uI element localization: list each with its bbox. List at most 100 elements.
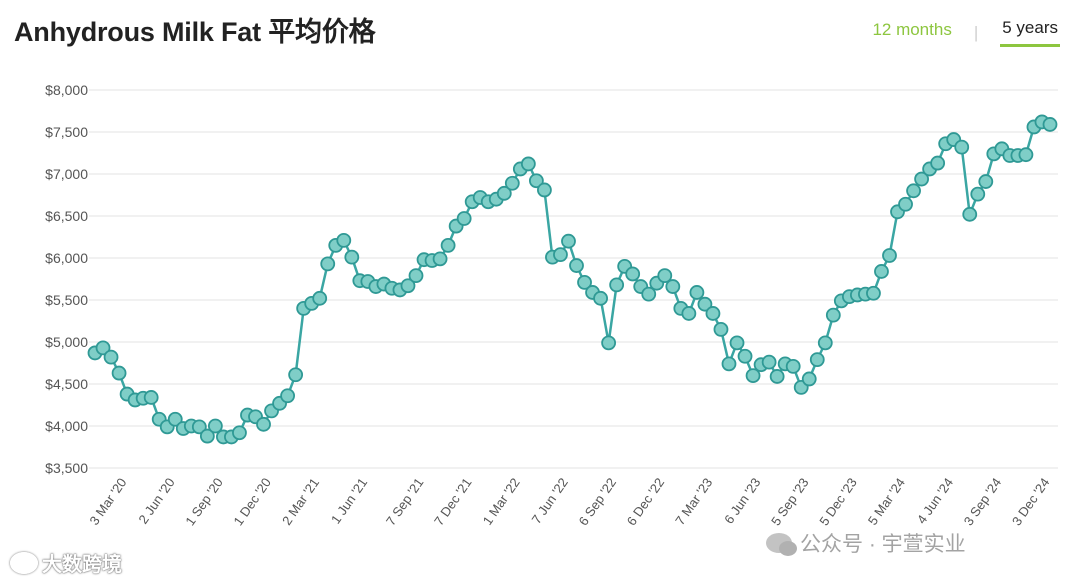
data-point	[1018, 147, 1034, 163]
x-tick-label: 3 Mar '20	[86, 475, 129, 528]
data-point	[537, 182, 552, 198]
x-tick-label: 3 Dec '24	[1009, 475, 1053, 528]
x-tick-label: 6 Jun '23	[721, 475, 763, 526]
data-point	[103, 349, 119, 365]
watermark-right: 公众号 · 宇萱实业	[766, 528, 966, 558]
data-point	[569, 258, 584, 273]
data-point	[609, 277, 625, 293]
x-tick-label: 5 Dec '23	[816, 475, 860, 528]
data-point	[336, 232, 352, 248]
data-point	[432, 251, 448, 267]
data-point	[801, 371, 817, 387]
data-point	[641, 286, 657, 302]
data-point	[593, 290, 608, 306]
y-tick-label: $8,000	[45, 82, 88, 98]
data-point	[713, 321, 729, 337]
data-point	[882, 248, 897, 263]
data-point	[320, 256, 336, 272]
y-tick-label: $7,000	[45, 166, 88, 182]
weibo-icon	[10, 551, 38, 574]
data-point	[167, 411, 183, 427]
data-point	[561, 233, 576, 249]
data-point	[689, 285, 705, 300]
data-point	[962, 206, 978, 222]
x-tick-label: 7 Mar '23	[672, 475, 715, 528]
data-point	[930, 155, 946, 171]
data-point	[769, 369, 785, 384]
chart-gridlines	[89, 89, 1058, 469]
tab-separator: |	[973, 22, 979, 42]
watermark-right-text: 公众号 · 宇萱实业	[800, 533, 966, 556]
y-tick-label: $6,500	[45, 208, 88, 224]
x-tick-label: 2 Jun '20	[135, 475, 177, 526]
y-axis-ticks: $3,500 $4,000 $4,500 $5,000 $5,500 $6,000 $6,5…	[45, 82, 88, 476]
data-point	[400, 278, 416, 294]
data-point	[874, 264, 889, 279]
data-point	[978, 174, 994, 189]
data-point	[111, 365, 127, 381]
data-point	[954, 139, 970, 155]
data-point	[256, 416, 271, 432]
x-tick-label: 5 Mar '24	[865, 475, 908, 528]
x-tick-label: 6 Sep '22	[576, 475, 620, 528]
data-point	[809, 352, 825, 368]
data-point	[705, 306, 721, 321]
data-point	[344, 249, 360, 265]
x-tick-label: 5 Sep '23	[768, 475, 812, 528]
series-line	[94, 120, 1051, 439]
data-point	[817, 335, 833, 351]
y-tick-label: $5,000	[45, 334, 88, 350]
data-point	[199, 428, 215, 444]
data-point	[232, 425, 247, 441]
x-tick-label: 4 Jun '24	[914, 475, 956, 526]
data-point	[721, 356, 737, 372]
x-tick-label: 3 Sep '24	[961, 475, 1005, 528]
data-point	[825, 307, 841, 323]
data-point	[785, 358, 801, 374]
data-point	[520, 156, 536, 172]
data-point	[143, 390, 159, 405]
data-point	[408, 268, 424, 284]
x-tick-label: 2 Mar '21	[279, 475, 322, 528]
y-tick-label: $5,500	[45, 292, 88, 308]
x-tick-label: 1 Sep '20	[182, 475, 226, 528]
data-point	[745, 368, 761, 384]
x-tick-label: 7 Sep '21	[383, 475, 427, 528]
data-point	[207, 418, 223, 434]
data-point	[898, 196, 913, 212]
y-tick-label: $7,500	[45, 124, 88, 140]
time-range-tabs: 12 months | 5 years	[872, 18, 1060, 47]
data-point	[553, 247, 568, 263]
data-point	[729, 335, 745, 351]
wechat-icon	[766, 533, 797, 556]
data-point	[191, 419, 207, 435]
y-tick-label: $4,000	[45, 418, 88, 434]
data-point	[528, 173, 544, 189]
y-tick-label: $4,500	[45, 376, 88, 392]
x-tick-label: 6 Dec '22	[624, 475, 668, 528]
data-point	[970, 186, 986, 202]
data-point	[280, 388, 296, 404]
x-tick-label: 7 Dec '21	[431, 475, 475, 528]
data-point	[665, 279, 681, 294]
data-point	[761, 354, 777, 370]
tab-5-years[interactable]: 5 years	[1000, 18, 1060, 47]
tab-12-months[interactable]: 12 months	[872, 19, 952, 39]
x-tick-label: 1 Jun '21	[328, 475, 370, 526]
data-point	[914, 171, 929, 187]
data-point	[866, 285, 881, 301]
watermark-left: 大数跨境	[10, 548, 122, 577]
data-point	[504, 175, 520, 191]
data-point	[1042, 117, 1058, 132]
y-tick-label: $3,500	[45, 460, 88, 476]
y-tick-label: $6,000	[45, 250, 88, 266]
data-point	[906, 183, 921, 199]
data-point	[601, 335, 617, 351]
data-point	[456, 211, 472, 226]
x-tick-label: 1 Dec '20	[230, 475, 274, 528]
page-title: Anhydrous Milk Fat 平均价格	[14, 17, 376, 47]
x-tick-label: 7 Jun '22	[529, 475, 571, 526]
x-axis-ticks: 3 Mar '20 2 Jun '20 1 Sep '20 1 Dec '20 2 Ma…	[86, 475, 1052, 528]
data-point	[625, 266, 641, 282]
